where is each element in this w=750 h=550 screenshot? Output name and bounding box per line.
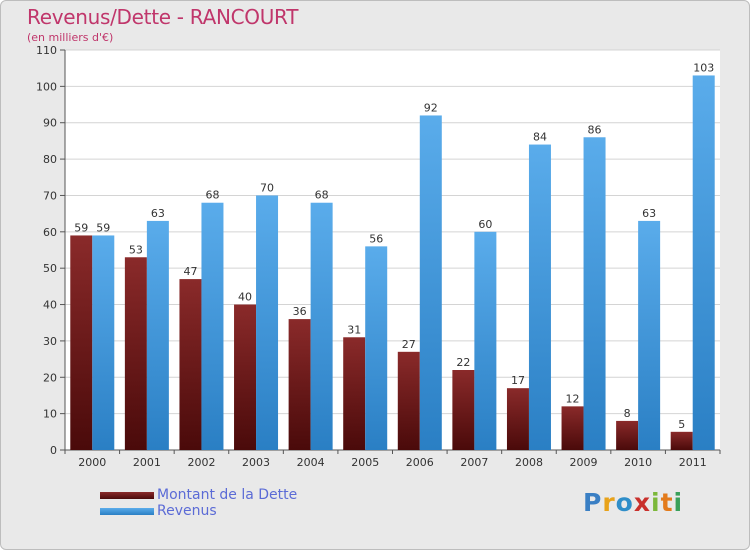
x-tick-label: 2007 [460, 456, 488, 469]
logo-letter: t [660, 488, 674, 517]
bar-dette [179, 279, 202, 450]
y-tick-label: 90 [43, 117, 57, 130]
bar-dette [452, 370, 475, 450]
bar-revenus [583, 137, 606, 451]
data-label: 56 [369, 232, 383, 245]
data-label: 86 [588, 123, 602, 136]
bar-dette [288, 319, 311, 450]
bar-revenus [419, 115, 442, 451]
logo-letter: P [583, 488, 603, 517]
x-tick-label: 2011 [679, 456, 707, 469]
data-label: 59 [74, 221, 88, 234]
y-tick-label: 80 [43, 153, 57, 166]
data-label: 27 [402, 338, 416, 351]
legend-item-dette: Montant de la Dette [100, 487, 297, 503]
legend: Montant de la Dette Revenus [100, 487, 297, 519]
y-tick-label: 20 [43, 371, 57, 384]
y-tick-label: 0 [50, 444, 57, 457]
logo-letter: x [633, 488, 651, 517]
data-label: 63 [151, 207, 165, 220]
x-tick-label: 2010 [624, 456, 652, 469]
bar-dette [616, 420, 639, 450]
bar-revenus [201, 202, 224, 450]
data-label: 63 [642, 207, 656, 220]
logo-letter: i [673, 488, 684, 517]
data-label: 59 [96, 221, 110, 234]
legend-swatch-dette [100, 491, 154, 499]
data-label: 84 [533, 131, 547, 144]
bar-dette [397, 351, 420, 450]
plot-area [65, 50, 720, 450]
data-label: 8 [624, 407, 631, 420]
data-label: 103 [693, 61, 714, 74]
x-tick-label: 2002 [187, 456, 215, 469]
legend-label-revenus: Revenus [157, 503, 217, 519]
data-label: 92 [424, 101, 438, 114]
bar-revenus [638, 220, 661, 450]
bar-revenus [692, 75, 715, 451]
y-tick-label: 110 [36, 44, 57, 57]
y-tick-label: 10 [43, 408, 57, 421]
data-label: 60 [478, 218, 492, 231]
bar-revenus [92, 235, 115, 450]
y-tick-label: 50 [43, 262, 57, 275]
data-label: 12 [566, 392, 580, 405]
x-tick-label: 2003 [242, 456, 270, 469]
proxiti-logo: Proxiti [583, 488, 683, 517]
x-tick-label: 2009 [570, 456, 598, 469]
bar-dette [670, 431, 693, 450]
data-label: 70 [260, 181, 274, 194]
bar-dette [234, 304, 257, 450]
bar-revenus [474, 231, 497, 450]
axes: 0 10 20 30 40 50 60 70 80 90 100 110 2000 2001 2002 200… [36, 44, 721, 469]
x-tick-label: 2008 [515, 456, 543, 469]
data-label: 53 [129, 243, 143, 256]
y-tick-label: 40 [43, 299, 57, 312]
logo-letter: r [602, 488, 616, 517]
y-tick-label: 100 [36, 80, 57, 93]
data-label: 68 [315, 189, 329, 202]
bar-revenus [146, 220, 169, 450]
data-label: 36 [293, 305, 307, 318]
legend-swatch-revenus [100, 507, 154, 515]
chart-title: Revenus/Dette - RANCOURT [27, 5, 299, 29]
data-label: 47 [183, 265, 197, 278]
x-tick-label: 2000 [78, 456, 106, 469]
data-label: 5 [678, 418, 685, 431]
logo-letter: i [651, 488, 661, 517]
bar-revenus [310, 202, 333, 450]
bar-dette [124, 257, 147, 450]
legend-item-revenus: Revenus [100, 503, 297, 519]
bars [70, 75, 715, 451]
x-tick-label: 2004 [297, 456, 325, 469]
x-tick-label: 2001 [133, 456, 161, 469]
x-tick-label: 2005 [351, 456, 379, 469]
chart-subtitle: (en milliers d'€) [27, 31, 114, 44]
bar-revenus [365, 246, 388, 450]
legend-label-dette: Montant de la Dette [157, 487, 298, 503]
y-tick-label: 30 [43, 335, 57, 348]
bar-dette [70, 235, 93, 450]
data-label: 31 [347, 323, 361, 336]
logo-letter: o [615, 488, 634, 517]
y-tick-label: 60 [43, 226, 57, 239]
x-tick-label: 2006 [406, 456, 434, 469]
bar-revenus [256, 195, 279, 450]
bar-dette [506, 388, 529, 450]
bar-dette [343, 337, 366, 450]
data-label: 40 [238, 291, 252, 304]
bar-dette [561, 406, 584, 450]
data-label: 22 [456, 356, 470, 369]
y-tick-label: 70 [43, 189, 57, 202]
bar-revenus [528, 144, 551, 450]
data-label: 68 [205, 189, 219, 202]
data-labels: 59 59536347684070366831562792226017841286… [74, 61, 714, 430]
data-label: 17 [511, 374, 525, 387]
